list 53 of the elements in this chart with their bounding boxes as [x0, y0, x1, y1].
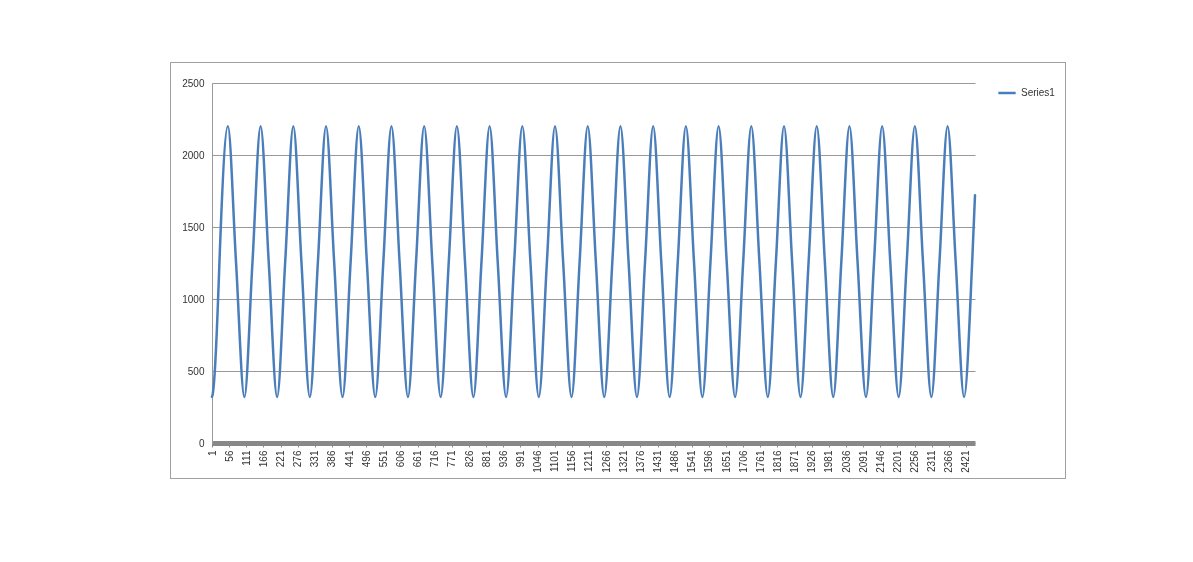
x-tick-label: 1046 — [532, 450, 544, 473]
x-tick-label: 936 — [497, 450, 509, 468]
x-tick-label: 1211 — [583, 450, 595, 473]
y-tick-label: 0 — [198, 437, 205, 449]
x-tick-label: 1101 — [549, 450, 561, 473]
x-tick-label: 2421 — [960, 450, 972, 473]
x-tick-label: 661 — [412, 450, 424, 468]
x-tick-label: 1816 — [771, 450, 783, 473]
y-tick-label: 2000 — [182, 149, 205, 161]
line-series — [210, 124, 977, 399]
x-tick-label: 1156 — [566, 450, 578, 473]
x-tick-label: 551 — [377, 450, 389, 468]
x-tick-label: 496 — [360, 450, 372, 468]
x-tick-label: 2036 — [840, 450, 852, 473]
x-tick-label: 1 — [206, 450, 218, 457]
x-tick-label: 441 — [343, 450, 355, 468]
x-tick-label: 826 — [463, 450, 475, 468]
x-tick-label: 1596 — [703, 450, 715, 473]
x-tick-label: 1706 — [737, 450, 749, 473]
y-tick-label: 1000 — [182, 293, 205, 305]
x-tick-label: 276 — [292, 450, 304, 468]
x-tick-label: 1376 — [634, 450, 646, 473]
x-tick-label: 2311 — [926, 450, 938, 473]
x-tick-label: 2366 — [943, 450, 955, 473]
x-tick-label: 1266 — [600, 450, 612, 473]
x-tick-label: 56 — [223, 450, 235, 462]
x-tick-label: 991 — [514, 450, 526, 468]
x-tick-label: 2256 — [909, 450, 921, 473]
x-tick-label: 331 — [309, 450, 321, 468]
x-tick-label: 1651 — [720, 450, 732, 473]
x-tick-label: 221 — [275, 450, 287, 468]
y-tick-label: 2500 — [182, 77, 205, 89]
x-tick-label: 2201 — [891, 450, 903, 473]
x-tick-label: 386 — [326, 450, 338, 468]
x-tick-label: 716 — [429, 450, 441, 468]
x-tick-label: 1871 — [789, 450, 801, 473]
x-tick-label: 2146 — [874, 450, 886, 473]
y-tick-label: 500 — [187, 365, 205, 377]
y-tick-label: 1500 — [182, 221, 205, 233]
x-tick-label: 1926 — [806, 450, 818, 473]
legend-label: Series1 — [1021, 87, 1056, 98]
x-tick-label: 2091 — [857, 450, 869, 473]
x-tick-label: 1981 — [823, 450, 835, 473]
x-tick-label: 1321 — [617, 450, 629, 473]
x-tick-label: 1486 — [669, 450, 681, 473]
x-tick-label: 881 — [480, 450, 492, 468]
x-tick-label: 1761 — [754, 450, 766, 473]
x-tick-label: 1541 — [686, 450, 698, 473]
x-tick-label: 606 — [394, 450, 406, 468]
x-tick-label: 111 — [240, 450, 252, 466]
x-tick-label: 771 — [446, 450, 458, 468]
x-tick-label: 166 — [257, 450, 269, 468]
x-tick-label: 1431 — [652, 450, 664, 473]
